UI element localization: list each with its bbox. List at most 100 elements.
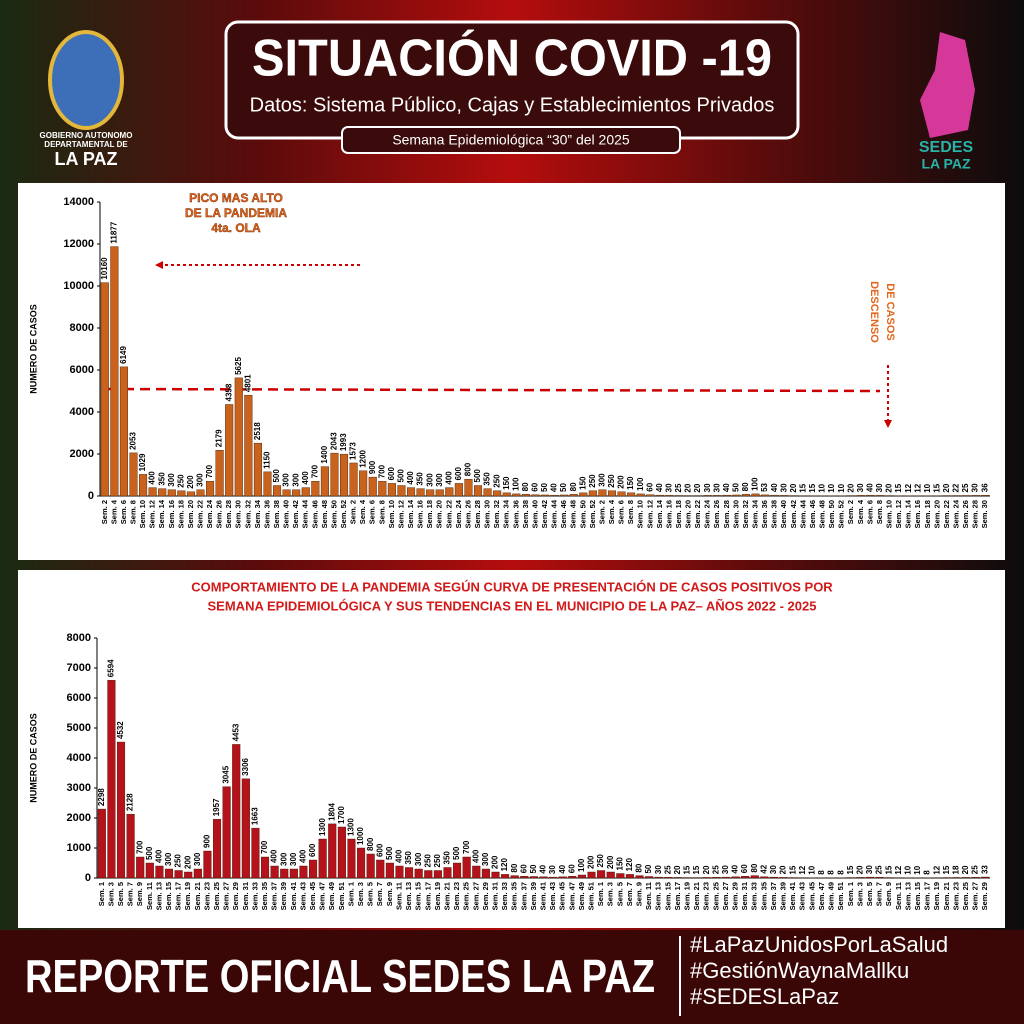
x-tick-label: Sem. 4	[856, 499, 865, 524]
bar	[673, 877, 682, 879]
bar	[416, 488, 425, 497]
x-tick-label: Sem. 18	[674, 500, 683, 528]
bar	[952, 877, 961, 879]
bar	[627, 492, 636, 497]
x-tick-label: Sem. 41	[788, 882, 797, 910]
value-label: 20	[855, 865, 864, 874]
bar	[273, 485, 282, 497]
value-label: 3045	[222, 765, 231, 783]
hashtag: #SEDESLaPaz	[690, 984, 839, 1009]
value-label: 12	[894, 865, 903, 874]
x-tick-label: Sem. 6	[368, 500, 377, 524]
value-label: 30	[875, 483, 884, 492]
logo-left-text: LA PAZ	[55, 149, 118, 169]
week-label: Semana Epidemiológica “30” del 2025	[392, 132, 630, 148]
x-tick-label: Sem. 5	[116, 882, 125, 906]
value-label: 15	[846, 865, 855, 874]
x-tick-label: Sem. 39	[529, 882, 538, 910]
logo-right-text: SEDES	[919, 139, 974, 156]
value-label: 2298	[97, 788, 106, 806]
value-label: 30	[712, 483, 721, 492]
value-label: 300	[196, 473, 205, 487]
y-tick-label: 4000	[70, 406, 94, 418]
x-tick-label: Sem. 39	[279, 882, 288, 910]
x-tick-label: Sem. 24	[454, 499, 463, 528]
bar	[139, 474, 148, 497]
bar	[234, 377, 243, 497]
value-label: 250	[433, 854, 442, 868]
bar	[292, 489, 301, 497]
y-tick-label: 2000	[67, 812, 91, 824]
x-tick-label: Sem. 30	[980, 500, 989, 528]
bar	[617, 491, 626, 497]
x-tick-label: Sem. 12	[396, 500, 405, 528]
logo-left-text: GOBIERNO AUTONOMO	[40, 131, 133, 140]
x-tick-label: Sem. 28	[971, 500, 980, 528]
x-tick-label: Sem. 29	[481, 882, 490, 910]
x-tick-label: Sem. 26	[215, 500, 224, 528]
value-label: 300	[164, 852, 173, 866]
x-tick-label: Sem. 28	[722, 500, 731, 528]
x-tick-label: Sem. 27	[471, 882, 480, 910]
value-label: 8	[836, 870, 845, 875]
value-label: 1663	[251, 807, 260, 825]
value-label: 20	[779, 865, 788, 874]
x-tick-label: Sem. 15	[913, 882, 922, 910]
value-label: 200	[617, 475, 626, 489]
value-label: 20	[673, 865, 682, 874]
bar	[260, 856, 270, 879]
bar	[232, 744, 241, 879]
x-tick-label: Sem. 13	[654, 882, 663, 910]
value-label: 500	[272, 469, 281, 483]
x-tick-label: Sem. 32	[243, 500, 252, 528]
bar	[251, 827, 260, 879]
x-tick-label: Sem. 5	[615, 882, 624, 906]
bar	[158, 488, 167, 497]
value-label: 400	[270, 849, 279, 863]
x-tick-label: Sem. 37	[769, 882, 778, 910]
bar	[961, 877, 971, 879]
x-tick-label: Sem. 48	[569, 500, 578, 528]
bar	[741, 494, 750, 497]
value-label: 500	[473, 469, 482, 483]
value-label: 30	[703, 483, 712, 492]
value-label: 80	[741, 482, 750, 491]
x-tick-label: Sem. 6	[119, 500, 128, 524]
value-label: 700	[205, 464, 214, 478]
bar	[107, 679, 116, 879]
value-label: 25	[875, 865, 884, 874]
value-label: 300	[167, 473, 176, 487]
chart-panel	[18, 570, 1005, 928]
value-label: 200	[606, 855, 615, 869]
value-label: 900	[203, 834, 212, 848]
x-tick-label: Sem. 32	[741, 500, 750, 528]
bar	[196, 489, 205, 497]
bar	[483, 488, 492, 497]
bar	[579, 492, 588, 497]
value-label: 350	[443, 851, 452, 865]
logo-right-text: LA PAZ	[922, 156, 971, 172]
value-label: 250	[176, 474, 185, 488]
bar	[453, 862, 462, 879]
value-label: 150	[578, 476, 587, 490]
bar	[424, 870, 433, 879]
x-tick-label: Sem. 35	[759, 882, 768, 910]
value-label: 500	[385, 846, 394, 860]
x-tick-label: Sem. 2	[100, 500, 109, 524]
x-tick-label: Sem. 31	[740, 882, 749, 910]
value-label: 2043	[330, 432, 339, 450]
x-tick-label: Sem. 45	[807, 882, 816, 910]
value-label: 30	[548, 865, 557, 874]
value-label: 25	[663, 865, 672, 874]
x-tick-label: Sem. 2	[846, 500, 855, 524]
bar	[148, 487, 157, 497]
bar	[493, 490, 502, 497]
value-label: 10160	[100, 257, 109, 280]
value-label: 1300	[318, 818, 327, 836]
value-label: 6149	[119, 346, 128, 364]
x-tick-label: Sem. 18	[425, 500, 434, 528]
value-label: 12	[798, 865, 807, 874]
value-label: 300	[291, 473, 300, 487]
x-tick-label: Sem. 52	[837, 500, 846, 528]
bar	[357, 847, 366, 879]
